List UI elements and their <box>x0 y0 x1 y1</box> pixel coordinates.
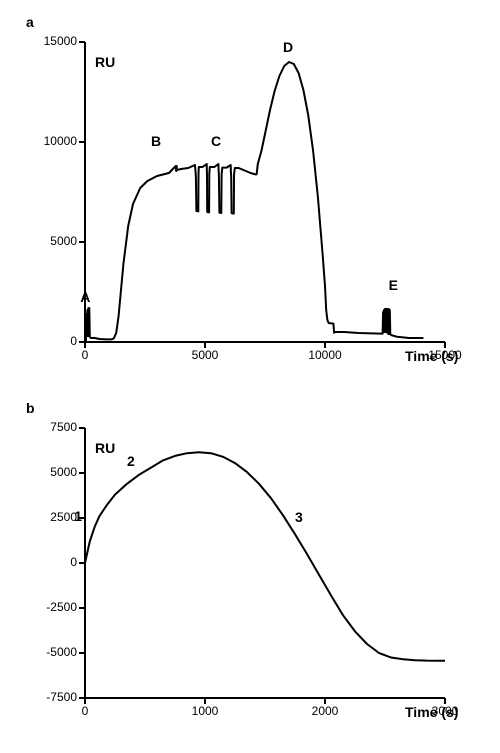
panel-a-xtick-label: 0 <box>60 348 110 362</box>
panel-b-ytick-label: -5000 <box>29 645 77 659</box>
panel-b-ytick-label: -7500 <box>29 690 77 704</box>
panel-b-ytick-label: 0 <box>29 555 77 569</box>
panel-a-annotation-C: C <box>211 133 221 149</box>
panel-b-xlabel: Time (s) <box>405 704 458 720</box>
figure: 050001000015000050001000015000ABCDERUTim… <box>0 0 500 753</box>
panel-a-annotation-E: E <box>389 277 398 293</box>
panel-a-xtick-label: 5000 <box>180 348 230 362</box>
panel-b-annotation-1: 1 <box>74 508 82 524</box>
panel-a-xtick-label: 10000 <box>300 348 350 362</box>
panel-a-annotation-D: D <box>283 39 293 55</box>
panel-b-ylabel: RU <box>95 440 115 456</box>
panel-a-ylabel: RU <box>95 54 115 70</box>
panel-a-annotation-A: A <box>80 289 90 305</box>
panel-b-xtick-label: 2000 <box>300 704 350 718</box>
panel-a-ytick-label: 10000 <box>29 134 77 148</box>
panel-b-ytick-label: -2500 <box>29 600 77 614</box>
panel-a-xlabel: Time (s) <box>405 348 458 364</box>
panel-b-annotation-2: 2 <box>127 453 135 469</box>
panel-b-annotation-3: 3 <box>295 509 303 525</box>
panel-a-panel-label: a <box>26 14 34 30</box>
panel-b-ytick-label: 7500 <box>29 420 77 434</box>
panel-b-xtick-label: 0 <box>60 704 110 718</box>
figure-svg <box>0 0 500 753</box>
panel-b-ytick-label: 2500 <box>29 510 77 524</box>
panel-a-annotation-B: B <box>151 133 161 149</box>
panel-b-xtick-label: 1000 <box>180 704 230 718</box>
panel-a-ytick-label: 5000 <box>29 234 77 248</box>
panel-a-ytick-label: 15000 <box>29 34 77 48</box>
panel-a-ytick-label: 0 <box>29 334 77 348</box>
panel-b-panel-label: b <box>26 400 35 416</box>
panel-b-ytick-label: 5000 <box>29 465 77 479</box>
